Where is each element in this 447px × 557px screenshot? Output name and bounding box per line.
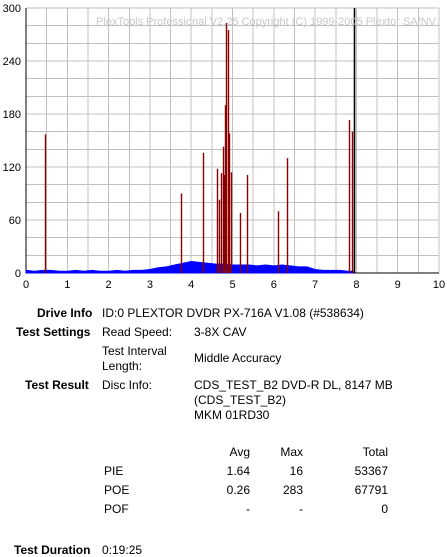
poe-series [44,8,356,273]
x-tick-label: 7 [312,279,318,291]
test-result-label: Test Result [25,378,89,392]
y-tick-label: 180 [3,109,21,121]
y-tick-label: 120 [3,162,21,174]
drive-info-label: Drive Info [37,306,93,320]
interval-label-line2: Length: [102,359,143,373]
x-tick-label: 3 [147,279,153,291]
x-tick-label: 10 [433,279,445,291]
pie-series [25,261,355,274]
test-settings-label: Test Settings [16,325,91,339]
x-tick-label: 6 [271,279,277,291]
disc-info-line3: MKM 01RD30 [194,408,270,422]
x-tick-label: 1 [64,279,70,291]
stats-row-pie-total: 53367 [354,464,388,478]
stats-row-pie-max: 16 [289,464,303,478]
x-tick-label: 5 [229,279,235,291]
y-tick-label: 60 [9,215,21,227]
stats-row-poe-max: 283 [282,483,303,497]
error-chart: 0 60 120 180 240 300 0 1 2 3 4 5 6 7 8 9 10 PlexTools Pr… [3,3,445,291]
read-speed-value: 3-8X CAV [194,325,247,339]
x-tick-label: 4 [188,279,194,291]
stats-row-pof-name: POF [104,502,129,516]
disc-info-line1: CDS_TEST_B2 DVD-R DL, 8147 MB [194,378,393,392]
test-duration-value: 0:19:25 [102,543,143,557]
stats-row-poe-total: 67791 [354,483,388,497]
test-duration-label: Test Duration [14,543,91,557]
x-tick-label: 2 [106,279,112,291]
y-tick-label: 0 [15,268,21,280]
drive-info-value: ID:0 PLEXTOR DVDR PX-716A V1.08 (#538634… [102,306,364,320]
interval-value: Middle Accuracy [194,351,282,365]
stats-header-avg: Avg [229,445,250,459]
read-speed-label: Read Speed: [102,325,173,339]
stats-row-poe-name: POE [104,483,130,497]
y-tick-label: 300 [3,3,21,15]
stats-row-pie-avg: 1.64 [226,464,250,478]
disc-info-label: Disc Info: [102,378,153,392]
stats-row-pof-avg: - [246,502,250,516]
stats-row-pof-total: 0 [381,502,388,516]
chart-watermark: PlexTools Professional V2.25 Copyright (… [96,16,437,28]
x-tick-label: 8 [353,279,359,291]
stats-row-poe-avg: 0.26 [226,483,250,497]
interval-label-line1: Test Interval [102,344,167,358]
stats-header-total: Total [362,445,388,459]
disc-info-line2: (CDS_TEST_B2) [194,393,287,407]
y-tick-label: 240 [3,56,21,68]
x-tick-label: 0 [23,279,29,291]
pie-area [25,261,355,274]
stats-row-pof-max: - [299,502,303,516]
chart-grid [25,7,440,274]
x-tick-label: 9 [395,279,401,291]
stats-header-max: Max [280,445,303,459]
axis-ticks: 0 60 120 180 240 300 0 1 2 3 4 5 6 7 8 9 10 [3,3,445,291]
stats-row-pie-name: PIE [104,464,124,478]
